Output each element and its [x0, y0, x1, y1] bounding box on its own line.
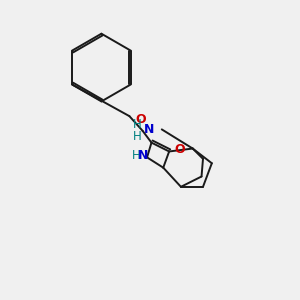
Text: H: H — [133, 130, 142, 143]
Text: H: H — [132, 118, 141, 131]
Text: N: N — [144, 123, 154, 136]
Text: O: O — [136, 112, 146, 126]
Text: N: N — [138, 149, 148, 162]
Text: O: O — [174, 142, 185, 156]
Text: H: H — [131, 149, 140, 162]
